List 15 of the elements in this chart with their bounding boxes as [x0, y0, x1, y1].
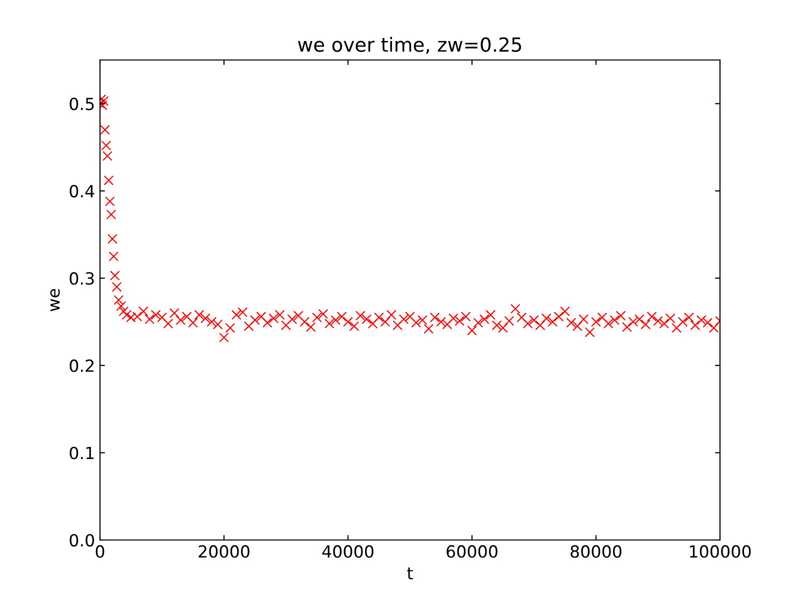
y-tick-label: 0.2: [70, 359, 94, 372]
x-tick-label: 40000: [322, 545, 374, 558]
y-tick-label: 0.3: [70, 272, 94, 285]
chart-title: we over time, zw=0.25: [298, 36, 522, 54]
x-tick-label: 20000: [198, 545, 250, 558]
y-tick-label: 0.1: [70, 446, 94, 460]
x-tick-label: 60000: [446, 545, 498, 558]
y-tick-label: 0.4: [70, 184, 94, 198]
y-tick-label: 0.5: [70, 98, 94, 110]
x-tick-label: 80000: [570, 545, 622, 558]
x-tick-label: 0: [96, 545, 104, 558]
y-tick-label: 0.0: [70, 534, 94, 547]
x-axis-title: t: [407, 568, 413, 580]
y-axis-title: we: [50, 288, 60, 312]
x-tick-label: 100000: [690, 545, 751, 558]
